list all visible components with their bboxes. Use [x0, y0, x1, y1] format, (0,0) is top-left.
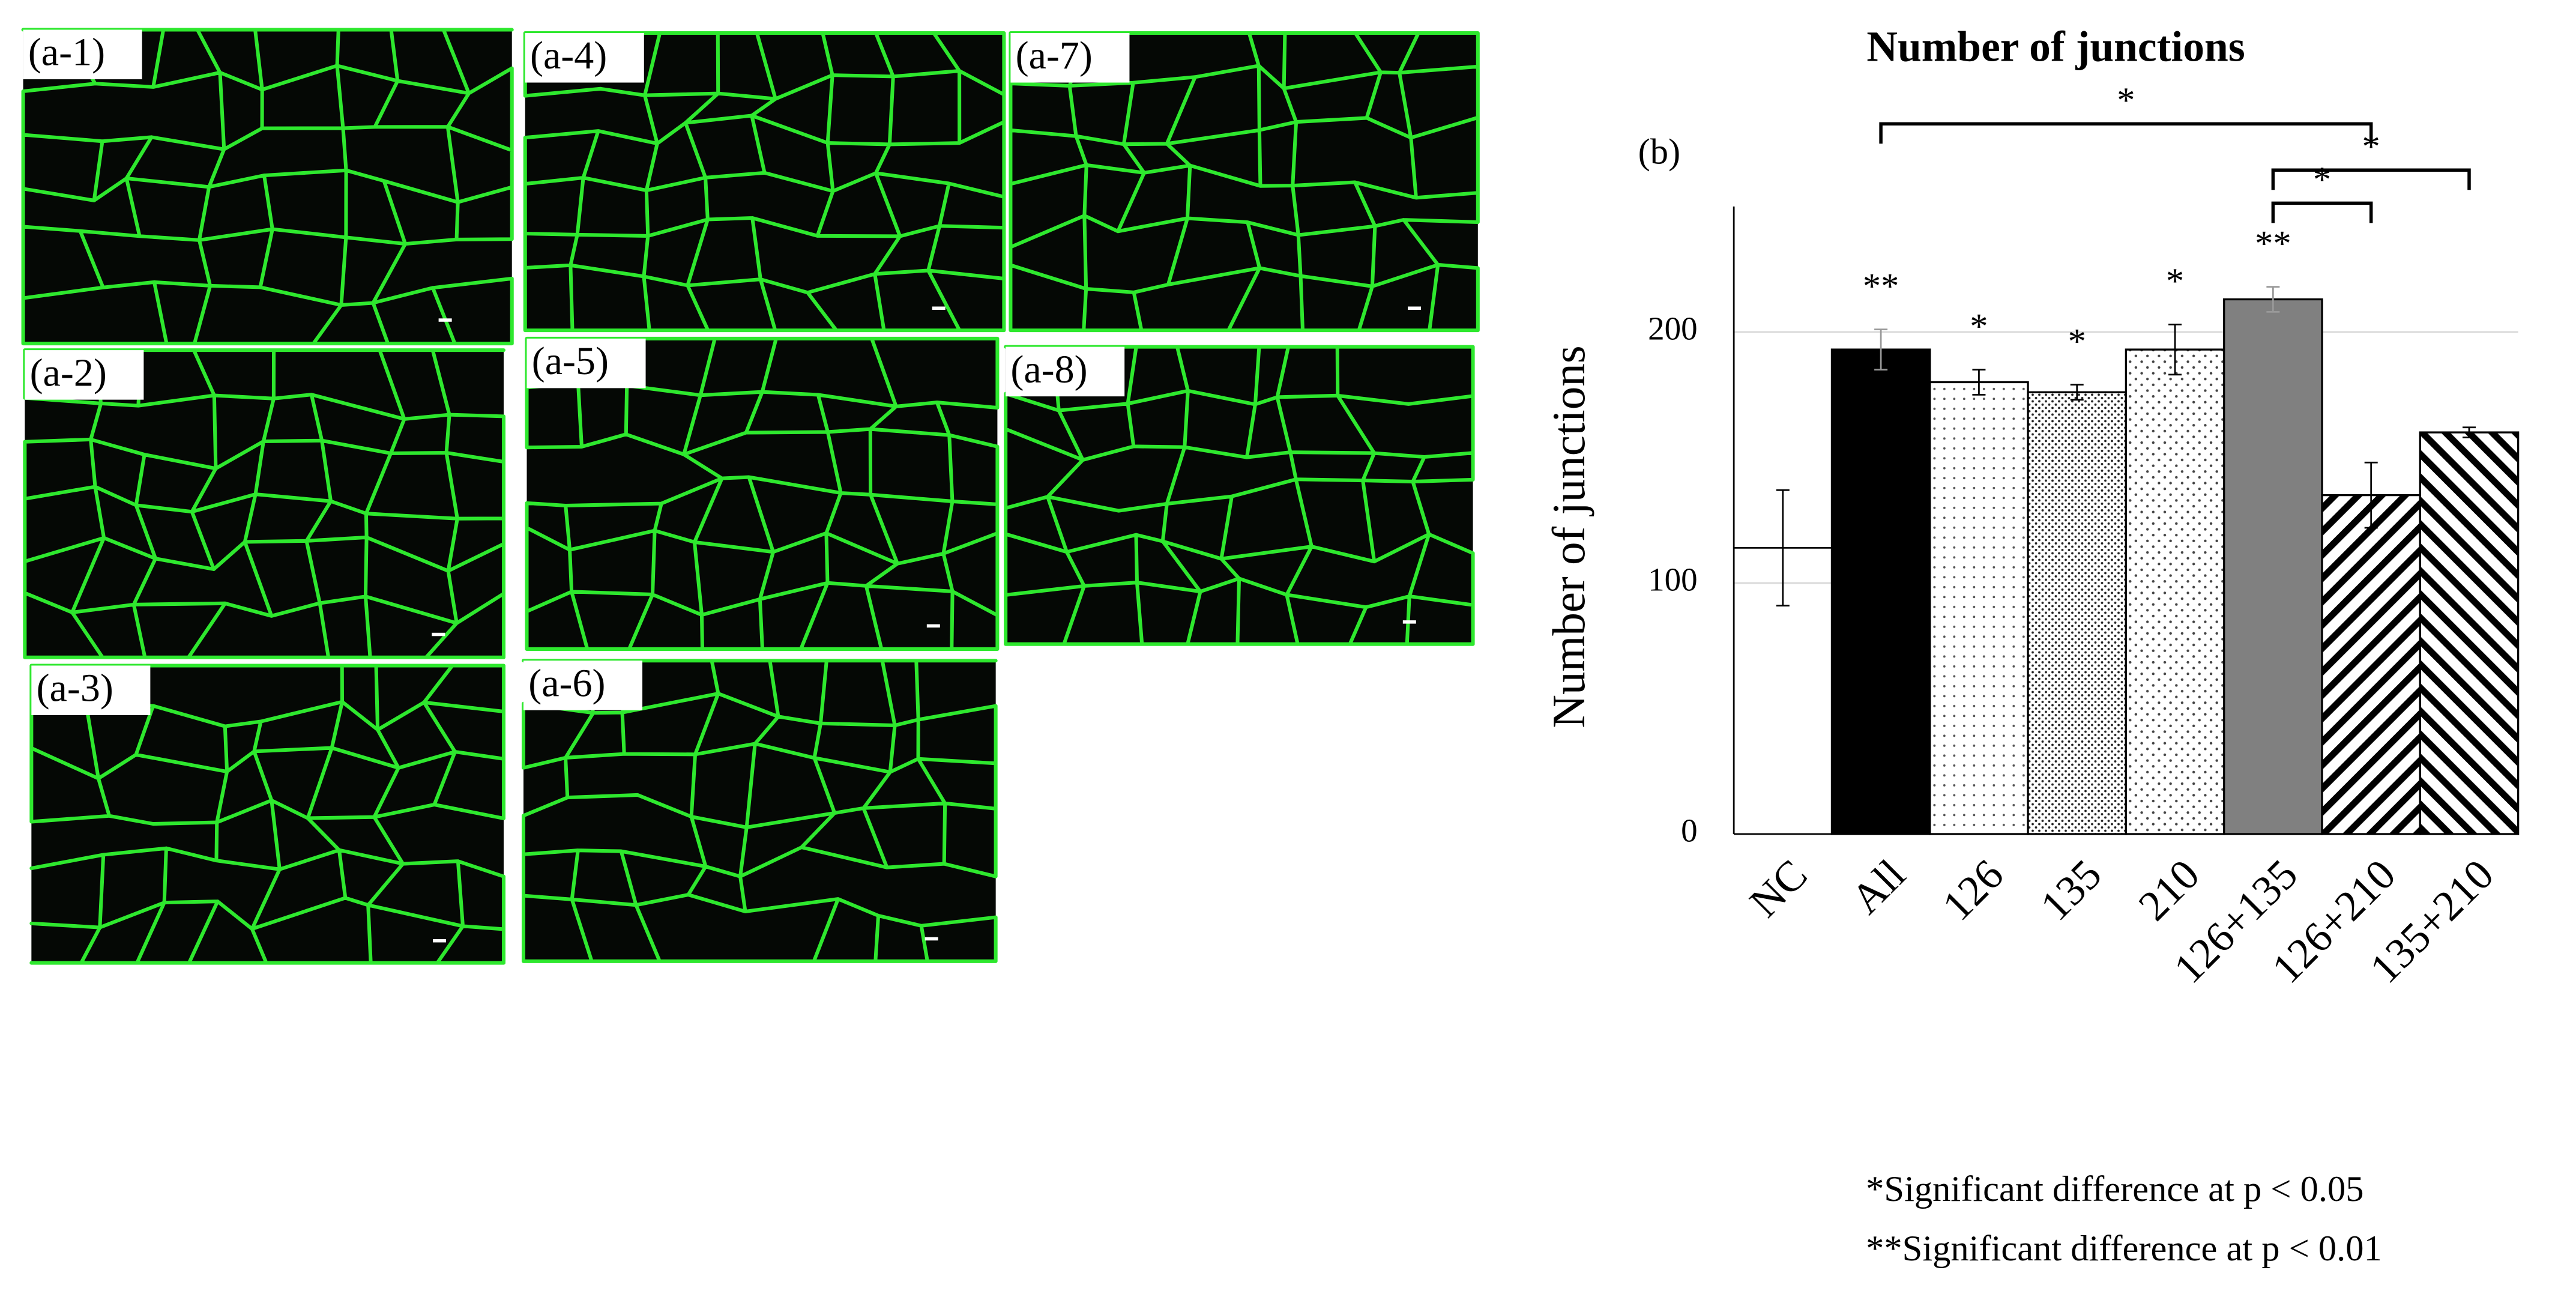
- micrograph: (a-2): [23, 348, 506, 659]
- significance-bracket: [2271, 168, 2471, 190]
- y-tick-label: 0: [1681, 812, 1698, 849]
- bar: [2223, 298, 2323, 835]
- significance-label: *: [2117, 80, 2135, 121]
- x-tick-label: 135: [2032, 851, 2111, 930]
- scale-bar: [926, 624, 940, 628]
- micrograph: (a-6): [521, 659, 998, 963]
- micrograph: (a-4): [523, 31, 1006, 333]
- significance-bracket: [1879, 122, 2373, 144]
- scale-bar: [1402, 620, 1416, 624]
- panel-label: (a-6): [528, 661, 605, 705]
- bar: [2321, 494, 2421, 835]
- panel-label-box: [526, 338, 646, 388]
- panel-label: (a-5): [532, 339, 609, 383]
- panel-label-box: [1010, 33, 1130, 83]
- panel-label: (a-4): [530, 34, 607, 77]
- y-axis-label: Number of junctions: [1543, 345, 1594, 728]
- scale-bar: [925, 937, 938, 941]
- panel-label-box: [525, 33, 644, 83]
- panel-label-box: [523, 661, 643, 710]
- micrograph: (a-3): [29, 664, 506, 965]
- micrograph: (a-5): [525, 336, 1000, 651]
- panel-label-box: [31, 665, 151, 715]
- micrograph: (a-1): [21, 28, 514, 346]
- panel-label: (b): [1638, 132, 1681, 172]
- x-tick-label: NC: [1741, 851, 1817, 927]
- scale-bar: [438, 318, 452, 322]
- significance-label: *: [2166, 261, 2184, 301]
- panel-label-box: [25, 350, 144, 400]
- error-bar: [1972, 369, 1986, 396]
- error-bar: [2364, 461, 2378, 529]
- bar: [2027, 391, 2128, 835]
- error-bar: [2168, 323, 2182, 376]
- significance-label: *: [2068, 322, 2086, 362]
- error-bar: [1874, 328, 1888, 370]
- significance-label: *: [1970, 306, 1988, 346]
- bar: [2419, 431, 2520, 835]
- bar: [1830, 348, 1931, 835]
- significance-label: *: [2313, 160, 2331, 200]
- error-bar: [2070, 384, 2084, 401]
- significance-label: *: [2362, 127, 2380, 167]
- panel-label: (a-1): [28, 31, 105, 74]
- footnote: **Significant difference at p < 0.01: [1866, 1229, 2382, 1269]
- x-tick-label: All: [1842, 851, 1914, 923]
- panel-label: (a-3): [37, 667, 113, 710]
- y-tick-label: 200: [1648, 310, 1698, 346]
- micrograph: (a-8): [1004, 345, 1475, 646]
- x-tick-label: 126: [1934, 851, 2013, 930]
- scale-bar: [432, 939, 446, 943]
- scale-bar: [932, 306, 946, 310]
- error-bar: [2462, 426, 2476, 438]
- scale-bar: [1408, 306, 1422, 310]
- bar: [1929, 381, 2029, 835]
- significance-label: **: [1863, 267, 1899, 307]
- error-bar: [2266, 286, 2280, 313]
- error-bar: [1776, 489, 1790, 606]
- footnote: *Significant difference at p < 0.05: [1866, 1169, 2363, 1209]
- micrograph: (a-7): [1009, 31, 1480, 333]
- micrograph-background: [25, 350, 504, 658]
- y-tick-label: 100: [1648, 561, 1698, 598]
- panel-label-box: [1006, 346, 1125, 397]
- panel-label: (a-8): [1010, 348, 1087, 392]
- chart-title: Number of junctions: [1866, 23, 2245, 71]
- bar: [2125, 348, 2225, 835]
- panel-label-box: [23, 29, 142, 80]
- scale-bar: [432, 632, 445, 636]
- x-tick-label: 210: [2129, 851, 2209, 930]
- significance-bracket: [2271, 201, 2373, 223]
- panel-label: (a-2): [30, 351, 107, 395]
- panel-label: (a-7): [1016, 34, 1093, 77]
- significance-label: **: [2255, 223, 2291, 264]
